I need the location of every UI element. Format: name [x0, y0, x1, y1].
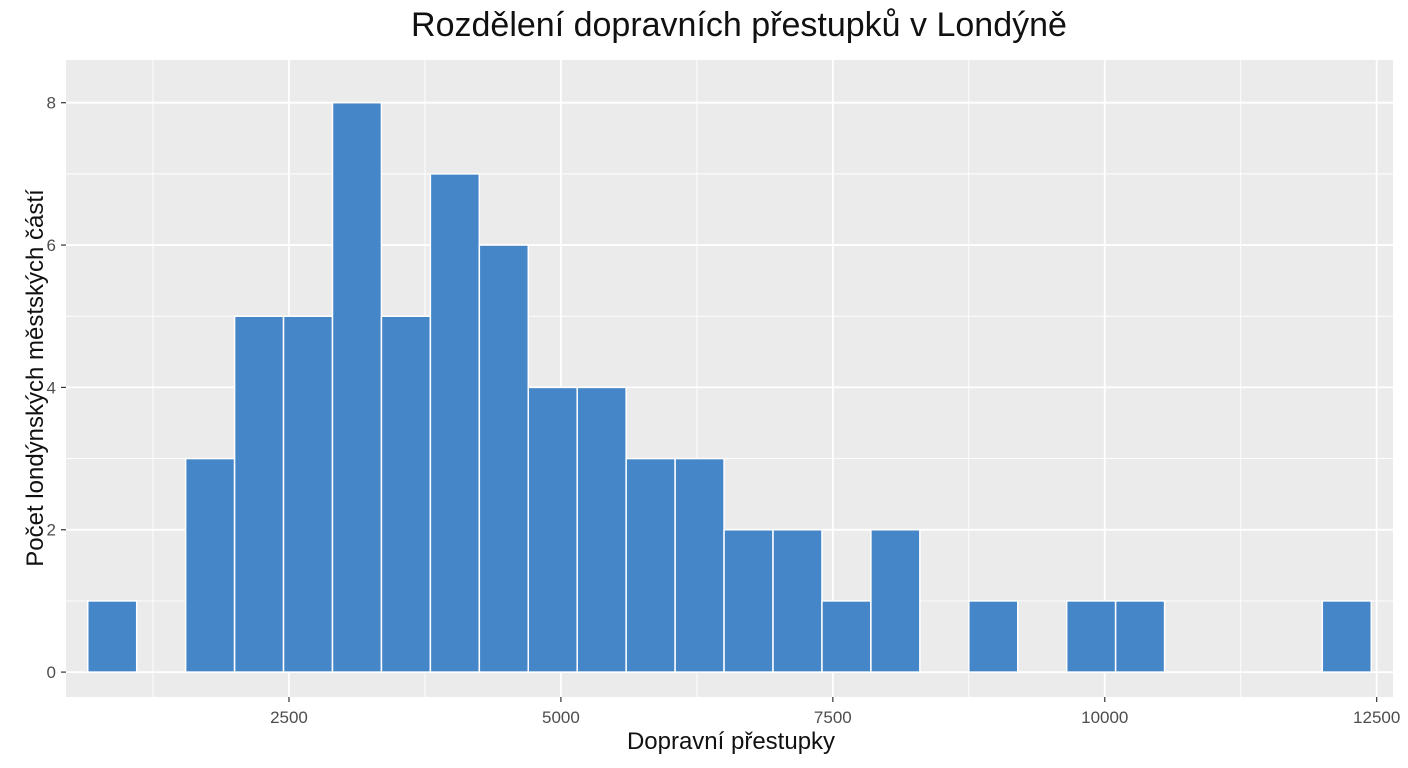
x-axis: 2500 5000 7500 10000 12500: [270, 697, 1400, 727]
histogram-bar: [1065, 600, 1117, 673]
histogram-bars: [87, 101, 1372, 673]
histogram-bar: [282, 315, 334, 673]
x-tick-label: 2500: [270, 708, 308, 727]
histogram-bar: [429, 173, 481, 673]
histogram-bar: [772, 528, 823, 673]
y-tick-label: 6: [47, 236, 56, 255]
chart-title: Rozdělení dopravních přestupků v Londýně: [411, 6, 1067, 44]
histogram-bar: [1321, 600, 1372, 673]
histogram-bar: [674, 457, 725, 673]
histogram-bar: [821, 600, 872, 673]
histogram-bar: [527, 386, 578, 673]
x-tick-label: 12500: [1353, 708, 1400, 727]
y-axis: 0 2 4 6 8: [47, 94, 66, 682]
histogram-bar: [625, 457, 676, 673]
histogram-bar: [870, 528, 921, 673]
x-tick-label: 5000: [542, 708, 580, 727]
histogram-bar: [478, 244, 530, 673]
histogram-bar: [380, 315, 432, 673]
x-tick-label: 10000: [1081, 708, 1128, 727]
histogram-bar: [723, 528, 774, 673]
y-tick-label: 8: [47, 94, 56, 113]
y-tick-label: 4: [47, 378, 56, 397]
histogram-bar: [576, 386, 627, 673]
histogram-bar: [968, 600, 1019, 673]
x-axis-label: Dopravní přestupky: [626, 728, 836, 755]
histogram-bar: [184, 457, 236, 673]
histogram-bar: [87, 600, 138, 673]
histogram-bar: [331, 101, 383, 673]
x-tick-label: 7500: [814, 708, 852, 727]
histogram-bar: [1114, 600, 1166, 673]
y-tick-label: 0: [47, 663, 56, 682]
y-tick-label: 2: [47, 521, 56, 540]
histogram-bar: [233, 315, 285, 673]
minor-gridlines: [66, 60, 1393, 697]
